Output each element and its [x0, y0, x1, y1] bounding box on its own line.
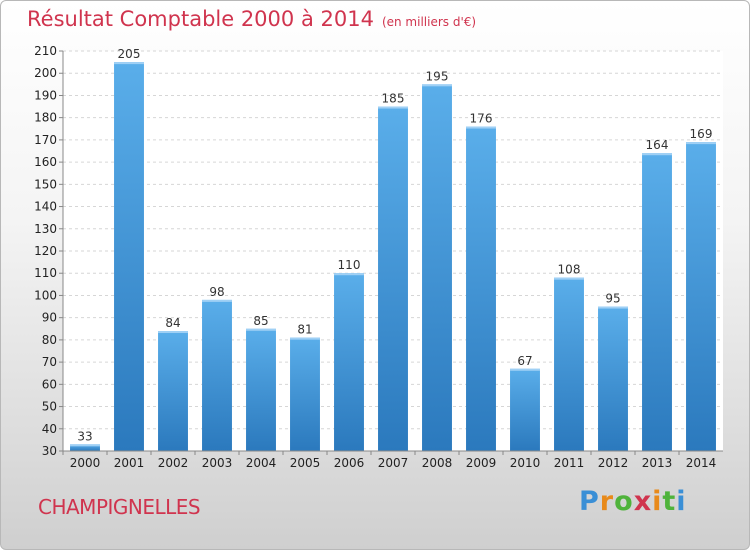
bar-2001 [114, 62, 144, 451]
bar-2012 [598, 306, 628, 451]
x-tick-label-2007: 2007 [378, 456, 409, 470]
y-tick-label: 120 [34, 244, 57, 258]
y-tick-label: 140 [34, 200, 57, 214]
bar-2007 [378, 106, 408, 452]
x-tick-label-2004: 2004 [246, 456, 277, 470]
x-axis-ticks: 2000 2001 2002 2003 2004 2005 2006 2007 2008 2009… [62, 451, 717, 470]
bar-top-highlight [70, 444, 100, 447]
x-tick-label-2001: 2001 [114, 456, 145, 470]
x-tick-label-2012: 2012 [598, 456, 629, 470]
y-tick-label: 170 [34, 133, 57, 147]
commune-name: CHAMPIGNELLES [38, 495, 201, 519]
y-tick-label: 40 [42, 422, 57, 436]
chart-title: Résultat Comptable 2000 à 2014 [27, 7, 374, 31]
bar-top-highlight [642, 153, 672, 156]
value-label-2008: 195 [426, 69, 449, 83]
y-tick-label: 30 [42, 444, 57, 458]
value-label-2007: 185 [382, 92, 405, 106]
bar-top-highlight [334, 273, 364, 276]
bar-2010 [510, 368, 540, 451]
value-label-2011: 108 [558, 263, 581, 277]
bar-2011 [554, 277, 584, 451]
y-axis-ticks: 30 40 50 60 70 80 90 100 110 120 130 140 150 160 170 18… [34, 44, 63, 458]
value-label-2012: 95 [605, 292, 620, 306]
y-tick-label: 60 [42, 377, 57, 391]
bar-top-highlight [246, 328, 276, 331]
bar-top-highlight [158, 331, 188, 333]
value-label-2014: 169 [690, 127, 713, 141]
y-tick-label: 70 [42, 355, 57, 369]
x-tick-label-2003: 2003 [202, 456, 233, 470]
bar-top-highlight [378, 106, 408, 109]
y-tick-label: 110 [34, 266, 57, 280]
bar-2005 [290, 337, 320, 451]
y-tick-label: 160 [34, 155, 57, 169]
bar-top-highlight [466, 126, 496, 129]
value-label-2010: 67 [517, 354, 532, 368]
bar-top-highlight [422, 84, 452, 87]
bar-top-highlight [686, 142, 716, 145]
x-tick-label-2006: 2006 [334, 456, 365, 470]
bar-2004 [246, 328, 276, 451]
bar-top-highlight [290, 337, 320, 340]
value-label-2000: 33 [77, 429, 92, 443]
x-tick-label-2009: 2009 [466, 456, 497, 470]
bar-top-highlight [114, 62, 144, 65]
x-tick-label-2000: 2000 [70, 456, 101, 470]
value-label-2004: 85 [253, 314, 268, 328]
bar-top-highlight [598, 306, 628, 309]
y-tick-label: 210 [34, 44, 57, 58]
proxiti-logo[interactable]: Proxiti [579, 486, 687, 517]
x-tick-label-2005: 2005 [290, 456, 321, 470]
value-label-2009: 176 [470, 112, 493, 126]
x-tick-label-2008: 2008 [422, 456, 453, 470]
x-tick-label-2002: 2002 [158, 456, 189, 470]
bar-2000 [70, 444, 100, 451]
value-label-2002: 84 [165, 316, 180, 330]
bar-2009 [466, 126, 496, 452]
bar-top-highlight [510, 368, 540, 371]
y-tick-label: 200 [34, 66, 57, 80]
y-tick-label: 150 [34, 177, 57, 191]
bar-2002 [158, 331, 188, 451]
bar-2003 [202, 299, 232, 451]
bar-2013 [642, 153, 672, 451]
x-tick-label-2014: 2014 [686, 456, 717, 470]
value-label-2001: 205 [118, 47, 141, 61]
y-tick-label: 190 [34, 88, 57, 102]
bar-2006 [334, 273, 364, 451]
value-label-2006: 110 [338, 258, 361, 272]
chart-title-block: Résultat Comptable 2000 à 2014 (en millie… [27, 7, 476, 31]
bars: 33 205 84 98 85 81 110 185 195 176 67 108 95 164 169 [70, 47, 716, 452]
value-label-2013: 164 [646, 138, 669, 152]
y-tick-label: 180 [34, 111, 57, 125]
value-label-2005: 81 [297, 323, 312, 337]
x-tick-label-2011: 2011 [554, 456, 585, 470]
bar-2008 [422, 84, 452, 451]
x-tick-label-2013: 2013 [642, 456, 673, 470]
y-tick-label: 100 [34, 288, 57, 302]
y-tick-label: 130 [34, 222, 57, 236]
bar-top-highlight [554, 277, 584, 280]
x-tick-label-2010: 2010 [510, 456, 541, 470]
chart-unit-note: (en milliers d'€) [381, 15, 477, 29]
bar-2014 [686, 142, 716, 451]
y-tick-label: 50 [42, 400, 57, 414]
value-label-2003: 98 [209, 285, 224, 299]
y-tick-label: 80 [42, 333, 57, 347]
y-tick-label: 90 [42, 311, 57, 325]
bar-top-highlight [202, 299, 232, 302]
